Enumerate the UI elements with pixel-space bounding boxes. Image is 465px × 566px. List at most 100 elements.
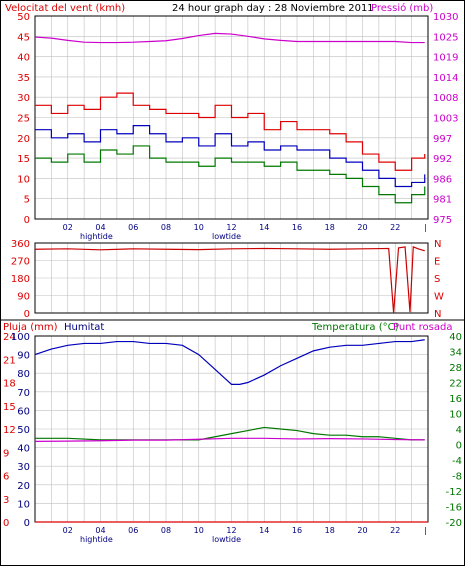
pressure-tick-label: 1003 — [433, 114, 458, 125]
temperature-tick-label: 22 — [449, 379, 462, 390]
humidity-tick-label: 0 — [24, 518, 30, 529]
wind-tick-label: 40 — [17, 53, 30, 64]
temperature-tick-label: 4 — [456, 425, 462, 436]
dewpoint-axis-title: Punt rosada — [393, 322, 452, 333]
compass-tick-label: N — [434, 239, 441, 250]
compass-tick-label: E — [434, 257, 440, 268]
pressure-axis-title: Pressió (mb) — [371, 2, 433, 14]
x-tick-label: 16 — [292, 526, 302, 535]
series-pressure — [34, 32, 425, 44]
temperature-tick-label: 28 — [449, 363, 462, 374]
pressure-tick-label: 1025 — [433, 32, 458, 43]
direction-tick-label: 0 — [24, 309, 30, 320]
temperature-tick-label: 0 — [456, 441, 462, 452]
series-minimum — [35, 145, 426, 204]
rain-axis-title: Pluja (mm) — [3, 322, 58, 333]
temperature-tick-label: 10 — [449, 410, 462, 421]
x-tick-label: 18 — [325, 526, 335, 535]
temperature-tick-label: -20 — [446, 518, 462, 529]
direction-tick-label: 360 — [11, 239, 30, 250]
humidity-tick-label: 70 — [17, 388, 30, 399]
pressure-tick-label: 1008 — [433, 93, 458, 104]
humidity-tick-label: 100 — [11, 332, 30, 343]
x-tick-label: 02 — [63, 526, 73, 535]
wind-tick-label: 15 — [17, 154, 30, 165]
x-tick-label: 16 — [292, 223, 302, 232]
series-gust — [35, 92, 426, 171]
wind-y-axis-ticks: 0 5 10 15 20 25 30 35 40 45 50 — [17, 12, 30, 226]
rain-tick-label: 18 — [3, 379, 16, 390]
series-humidity — [34, 339, 425, 385]
temperature-tick-label: -4 — [452, 456, 462, 467]
x-tick-label: 06 — [128, 223, 138, 232]
direction-tick-label: 90 — [17, 292, 30, 303]
humidity-tick-label: 90 — [17, 351, 30, 362]
humidity-tick-label: 30 — [17, 462, 30, 473]
temperature-tick-label: 40 — [449, 332, 462, 343]
x-tick-label: 08 — [161, 526, 171, 535]
chart-title: 24 hour graph day : 28 Noviembre 2011 — [172, 3, 374, 14]
x-tick-label: 12 — [226, 223, 236, 232]
pressure-tick-label: 1014 — [433, 73, 458, 84]
humidity-tick-label: 10 — [17, 499, 30, 510]
pressure-y-axis-ticks: 975 981 986 992 997 1003 1008 1014 1019 1025 1030 — [433, 12, 458, 226]
compass-tick-label: W — [434, 292, 444, 303]
x-tick-label: | — [424, 223, 427, 232]
direction-tick-label: 270 — [11, 257, 30, 268]
temperature-tick-label: 34 — [449, 348, 462, 359]
low-tide-label-bottom: lowtide — [212, 535, 241, 544]
wind-x-axis-ticks: 02 04 06 08 10 12 14 16 18 20 22 | — [63, 223, 427, 232]
humidity-tick-label: 50 — [17, 425, 30, 436]
rain-tick-label: 15 — [3, 402, 16, 413]
wind-tick-label: 10 — [17, 174, 30, 185]
temperature-tick-label: 16 — [449, 394, 462, 405]
x-tick-label: 02 — [63, 223, 73, 232]
rain-tick-label: 21 — [3, 355, 16, 366]
wind-series — [34, 32, 426, 204]
humidity-tick-label: 60 — [17, 406, 30, 417]
direction-series — [34, 246, 425, 314]
pressure-tick-label: 1030 — [433, 12, 458, 23]
humidity-tick-label: 80 — [17, 369, 30, 380]
x-tick-label: 14 — [259, 526, 269, 535]
temperature-y-axis-ticks: -20 -16 -12 -8 -4 0 4 10 16 22 28 34 40 — [446, 332, 462, 529]
pressure-tick-label: 992 — [433, 154, 452, 165]
pressure-tick-label: 986 — [433, 174, 452, 185]
rain-tick-label: 0 — [3, 518, 9, 529]
pressure-tick-label: 997 — [433, 134, 452, 145]
direction-tick-label: 180 — [11, 274, 30, 285]
x-tick-label: 04 — [95, 526, 105, 535]
humidity-tick-label: 40 — [17, 444, 30, 455]
pressure-tick-label: 975 — [433, 215, 452, 226]
series-average — [35, 125, 426, 188]
wind-panel-frame — [34, 15, 429, 220]
high-tide-label-bottom: hightide — [80, 535, 113, 544]
humidity-y-axis-ticks: 0 10 20 30 40 50 60 70 80 90 100 — [11, 332, 30, 529]
rain-tick-label: 6 — [3, 472, 9, 483]
x-tick-label: | — [424, 526, 427, 535]
temperature-tick-label: -8 — [452, 472, 462, 483]
rain-y-axis-ticks: 0 3 6 9 12 15 18 21 24 — [3, 332, 16, 529]
x-tick-label: 22 — [390, 223, 400, 232]
pressure-tick-label: 1019 — [433, 53, 458, 64]
rain-tick-label: 9 — [3, 448, 9, 459]
x-tick-label: 20 — [357, 526, 367, 535]
rain-tick-label: 3 — [3, 495, 9, 506]
humidity-tick-label: 20 — [17, 481, 30, 492]
direction-panel-frame — [34, 242, 429, 314]
x-tick-label: 06 — [128, 526, 138, 535]
x-tick-label: 20 — [357, 223, 367, 232]
compass-tick-label: N — [434, 309, 441, 320]
x-tick-label: 14 — [259, 223, 269, 232]
high-tide-label: hightide — [80, 232, 113, 241]
pressure-tick-label: 981 — [433, 195, 452, 206]
temperature-axis-title: Temperatura (°C) — [311, 322, 399, 333]
series-direction — [34, 246, 425, 314]
x-tick-label: 10 — [194, 526, 204, 535]
low-tide-label: lowtide — [212, 232, 241, 241]
direction-grid — [35, 242, 428, 314]
temperature-tick-label: -16 — [446, 503, 462, 514]
